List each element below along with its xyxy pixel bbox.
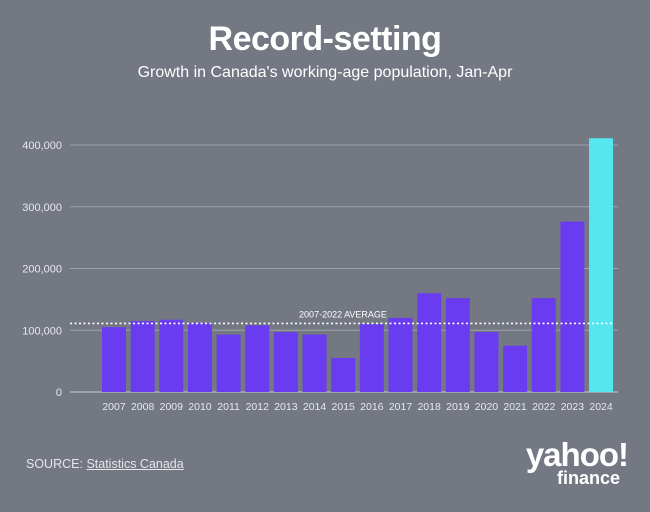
source-label: SOURCE:: [26, 457, 83, 471]
x-tick-label: 2019: [446, 401, 470, 413]
bar: [331, 358, 356, 392]
y-tick-label: 0: [56, 387, 62, 399]
x-tick-label: 2009: [160, 401, 184, 413]
yahoo-finance-logo: yahoo! finance: [508, 436, 629, 488]
bar: [474, 332, 499, 392]
x-tick-label: 2021: [503, 401, 527, 413]
bar: [445, 298, 470, 392]
bar: [216, 334, 241, 392]
bar: [388, 317, 413, 392]
x-tick-label: 2011: [217, 401, 240, 413]
bar: [273, 332, 298, 392]
x-tick-label: 2007: [102, 401, 126, 413]
average-line-label: 2007-2022 AVERAGE: [299, 309, 387, 319]
bar-chart: 0 100,000 200,000 300,000 400,000 2007 2008 200…: [22, 138, 618, 413]
bar: [503, 345, 528, 392]
x-tick-label: 2016: [360, 401, 384, 413]
bar: [102, 327, 126, 392]
bar: [245, 325, 270, 392]
bar: [560, 221, 585, 392]
x-tick-label: 2015: [332, 401, 356, 413]
x-tick-label: 2020: [475, 401, 499, 413]
y-tick-label: 300,000: [22, 202, 62, 214]
x-tick-label: 2022: [532, 401, 556, 413]
chart-subtitle: Growth in Canada's working-age populatio…: [137, 64, 513, 81]
x-tick-label: 2024: [589, 401, 613, 413]
logo-main-text: yahoo!: [525, 436, 629, 473]
bar: [417, 293, 442, 392]
chart-title: Record-setting: [208, 20, 442, 58]
x-tick-label: 2008: [131, 401, 155, 413]
x-tick-label: 2013: [274, 401, 298, 413]
x-tick-label: 2018: [417, 401, 441, 413]
x-tick-label: 2010: [188, 401, 212, 413]
x-tick-label: 2014: [303, 401, 327, 413]
bar: [159, 319, 184, 392]
y-tick-label: 400,000: [22, 140, 62, 152]
bar: [531, 298, 556, 392]
bar: [589, 138, 614, 392]
source-link[interactable]: Statistics Canada: [86, 457, 184, 471]
y-tick-label: 100,000: [22, 325, 62, 337]
bar: [187, 322, 212, 392]
x-tick-label: 2012: [246, 401, 270, 413]
source-note: SOURCE: Statistics Canada: [26, 457, 184, 471]
logo-sub-text: finance: [556, 468, 620, 488]
bar: [130, 320, 155, 392]
bar: [302, 334, 327, 392]
bar: [359, 324, 384, 392]
y-tick-label: 200,000: [22, 264, 62, 276]
x-tick-label: 2017: [389, 401, 413, 413]
x-tick-label: 2023: [561, 401, 585, 413]
